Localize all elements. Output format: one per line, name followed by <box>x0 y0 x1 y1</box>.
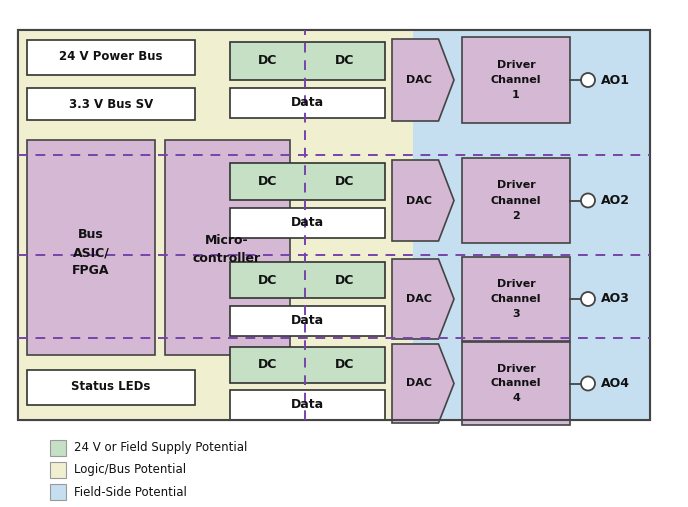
Text: AO4: AO4 <box>601 377 630 390</box>
Bar <box>230 208 385 238</box>
Text: Data: Data <box>291 399 324 412</box>
Bar <box>18 30 650 420</box>
Bar <box>27 40 195 75</box>
Text: DC: DC <box>335 273 355 286</box>
Polygon shape <box>392 160 454 241</box>
Text: DC: DC <box>258 358 277 372</box>
Bar <box>50 440 66 456</box>
Bar <box>462 342 570 425</box>
Text: 2: 2 <box>512 211 520 221</box>
Bar <box>230 306 385 336</box>
Circle shape <box>581 292 595 306</box>
Circle shape <box>581 377 595 390</box>
Text: Data: Data <box>291 216 324 230</box>
Text: Channel: Channel <box>491 75 541 85</box>
Text: ASIC/: ASIC/ <box>72 246 109 260</box>
Bar <box>27 370 195 405</box>
Text: 3: 3 <box>512 309 520 319</box>
Text: 24 V or Field Supply Potential: 24 V or Field Supply Potential <box>74 442 248 454</box>
Circle shape <box>581 73 595 87</box>
Text: DC: DC <box>335 175 355 188</box>
Text: controller: controller <box>193 251 261 265</box>
Text: Driver: Driver <box>497 279 535 289</box>
Bar <box>462 37 570 123</box>
Text: Driver: Driver <box>497 59 535 69</box>
Bar <box>230 347 385 383</box>
Text: Status LEDs: Status LEDs <box>72 380 151 393</box>
Text: Driver: Driver <box>497 364 535 374</box>
Bar <box>413 30 650 420</box>
Bar <box>18 30 413 420</box>
Text: Data: Data <box>291 314 324 328</box>
Text: Channel: Channel <box>491 294 541 304</box>
Text: AO2: AO2 <box>601 194 630 207</box>
Text: DAC: DAC <box>406 294 431 304</box>
Bar <box>230 262 385 298</box>
Text: DC: DC <box>335 358 355 372</box>
Bar <box>230 42 385 80</box>
Text: Bus: Bus <box>78 229 104 241</box>
Bar <box>27 140 155 355</box>
Text: 1: 1 <box>512 90 520 100</box>
Polygon shape <box>392 39 454 121</box>
Bar <box>462 158 570 243</box>
Bar <box>230 163 385 200</box>
Text: AO3: AO3 <box>601 293 630 306</box>
Text: DC: DC <box>258 54 277 67</box>
Polygon shape <box>392 259 454 339</box>
Bar <box>50 484 66 500</box>
Text: Logic/Bus Potential: Logic/Bus Potential <box>74 463 186 477</box>
Text: 24 V Power Bus: 24 V Power Bus <box>59 51 163 63</box>
Bar <box>462 257 570 341</box>
Text: DC: DC <box>258 175 277 188</box>
Bar <box>18 30 650 420</box>
Text: DAC: DAC <box>406 196 431 205</box>
Circle shape <box>581 194 595 207</box>
Bar <box>230 88 385 118</box>
Text: 4: 4 <box>512 393 520 404</box>
Text: FPGA: FPGA <box>72 265 110 277</box>
Text: 3.3 V Bus SV: 3.3 V Bus SV <box>69 97 153 111</box>
Bar <box>165 140 290 355</box>
Polygon shape <box>392 344 454 423</box>
Text: Driver: Driver <box>497 180 535 190</box>
Text: DC: DC <box>335 54 355 67</box>
Text: Field-Side Potential: Field-Side Potential <box>74 486 187 498</box>
Text: Data: Data <box>291 96 324 110</box>
Text: DAC: DAC <box>406 379 431 388</box>
Bar <box>230 390 385 420</box>
Text: DC: DC <box>258 273 277 286</box>
Text: Channel: Channel <box>491 196 541 205</box>
Text: Micro-: Micro- <box>205 234 249 246</box>
Text: AO1: AO1 <box>601 74 630 87</box>
Text: Channel: Channel <box>491 379 541 388</box>
Bar <box>50 462 66 478</box>
Bar <box>27 88 195 120</box>
Text: DAC: DAC <box>406 75 431 85</box>
